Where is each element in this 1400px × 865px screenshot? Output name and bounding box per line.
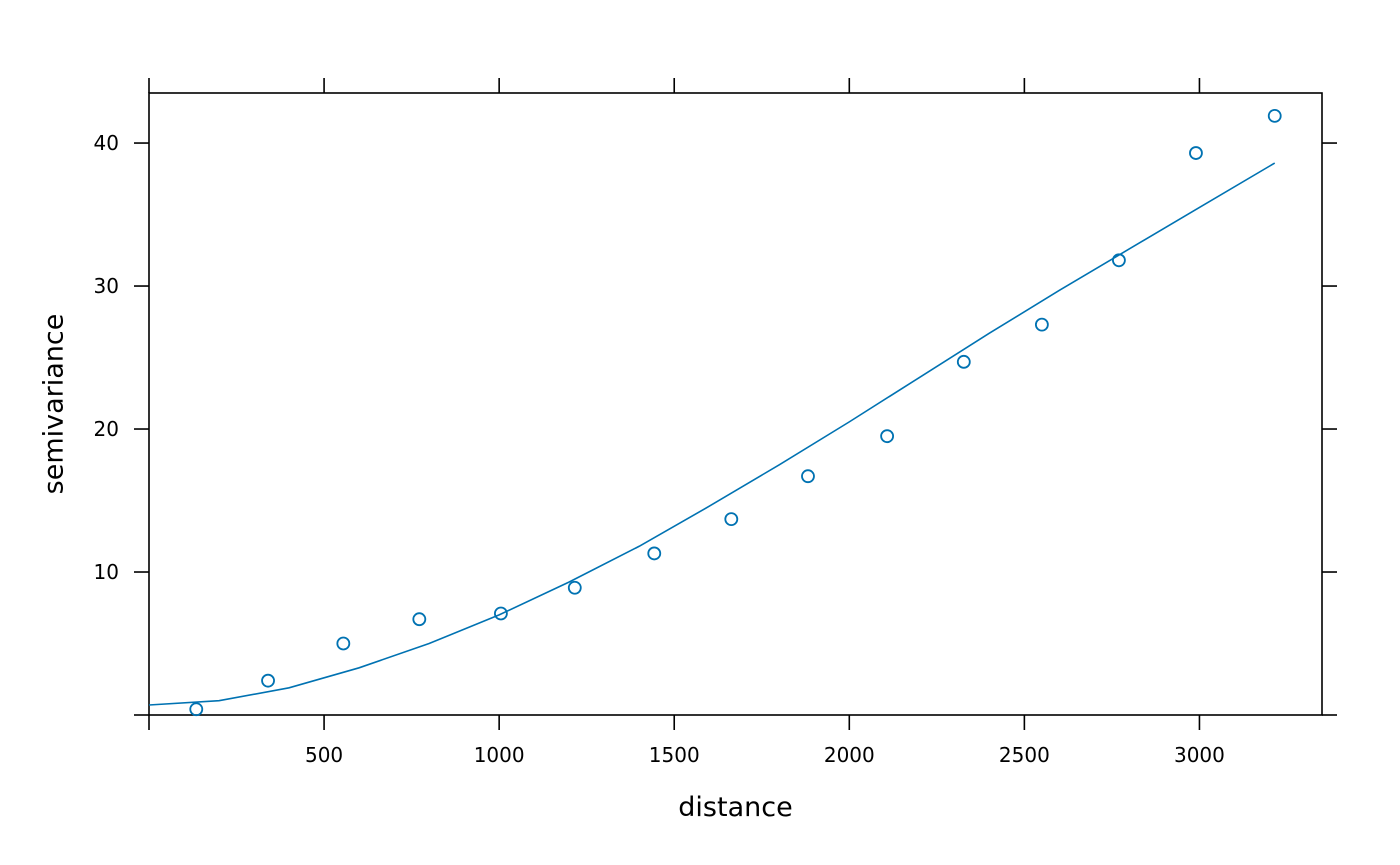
data-point [1112,253,1126,268]
data-point [336,636,351,651]
data-point [1189,146,1203,160]
data-point [724,512,739,527]
data-points-layer [189,108,1282,717]
data-point [1034,317,1049,332]
data-point [261,673,275,688]
x-tick-label: 1000 [474,743,525,767]
data-point [1267,108,1282,123]
data-point [412,612,427,627]
data-point [647,546,662,561]
x-tick-label: 2000 [824,743,875,767]
y-tick-label: 20 [94,417,119,441]
x-tick-label: 500 [305,743,343,767]
data-point [567,580,582,595]
x-tick-label: 1500 [649,743,700,767]
data-point [880,429,895,444]
data-point [956,354,971,369]
x-tick-label: 2500 [999,743,1050,767]
y-tick-label: 10 [94,560,119,584]
x-axis-label: distance [678,792,792,823]
data-point [493,606,508,621]
x-tick-label: 3000 [1174,743,1225,767]
data-point [189,702,204,717]
tick-labels-layer: 500 1000 1500 2000 2500 3000 10 20 30 40 [94,131,1225,767]
plot-frame [148,92,1323,716]
data-point [801,469,815,484]
y-tick-label: 40 [94,131,119,155]
fitted-model-line [148,162,1276,706]
ticks-layer [134,78,1337,730]
y-tick-label: 30 [94,274,119,298]
y-axis-label: semivariance [39,314,70,495]
